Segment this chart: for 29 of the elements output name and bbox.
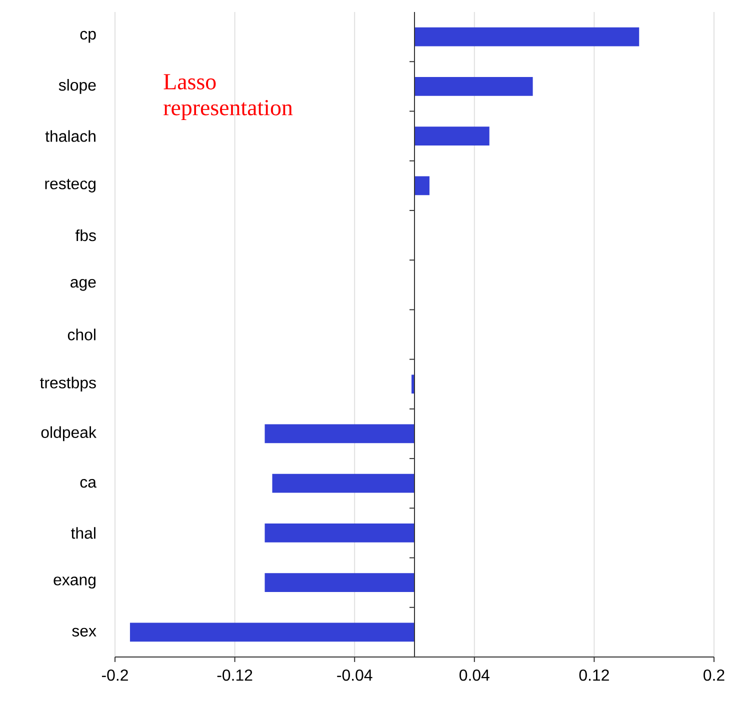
x-tick-label: 0.2: [704, 670, 724, 681]
annotation: Lasso representation: [164, 74, 293, 120]
y-tick-label: oldpeak: [41, 426, 96, 442]
bar: [414, 77, 533, 96]
x-tick-label: -0.04: [337, 670, 372, 681]
bar: [264, 573, 415, 592]
y-tick-label: exang: [54, 576, 96, 589]
y-tick-label: trestbps: [40, 376, 96, 392]
x-tick-label: 0.12: [579, 670, 609, 681]
y-tick-label: age: [70, 278, 96, 291]
y-tick-label: cp: [80, 30, 96, 43]
bar: [414, 176, 430, 196]
bar: [414, 126, 490, 146]
y-tick-label: thalach: [45, 130, 96, 142]
y-tick-label: slope: [58, 79, 96, 94]
y-tick-label: ca: [80, 478, 96, 488]
bar: [130, 622, 415, 642]
bar: [414, 27, 640, 46]
bar: [264, 424, 415, 444]
bar: [264, 524, 415, 542]
x-tick-label: -0.2: [102, 670, 128, 681]
bar: [272, 474, 415, 493]
y-tick-label: restecg: [45, 178, 96, 192]
y-tick-label: fbs: [75, 229, 96, 242]
y-tick-label: thal: [71, 527, 96, 539]
y-tick-label: sex: [72, 628, 96, 637]
y-tick-label: chol: [68, 328, 96, 340]
x-tick-label: -0.12: [217, 670, 252, 681]
x-tick-label: 0.04: [460, 670, 490, 681]
